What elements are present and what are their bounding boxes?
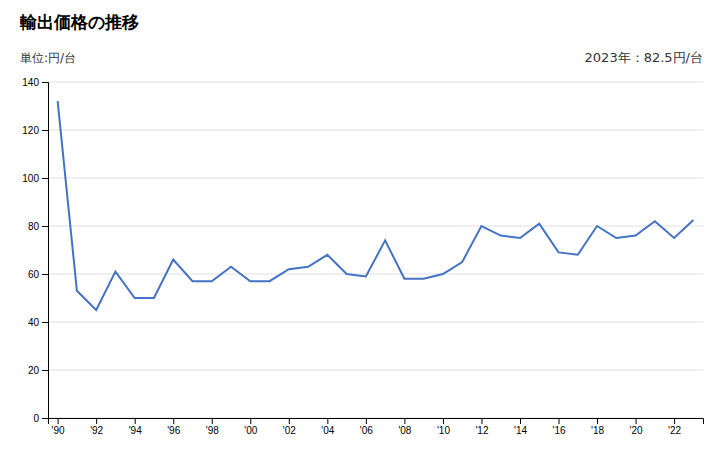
grid-line <box>48 370 703 371</box>
y-tick-mark <box>42 178 48 179</box>
line <box>58 101 694 310</box>
grid-line <box>48 130 703 131</box>
y-tick-mark <box>42 322 48 323</box>
x-axis-line <box>49 419 704 425</box>
y-tick-label: 60 <box>28 269 40 280</box>
x-tick-label: '02 <box>283 425 296 436</box>
x-tick-mark <box>96 418 97 424</box>
x-tick-label: '18 <box>591 425 604 436</box>
y-tick: 120 <box>22 125 48 136</box>
x-tick: '02 <box>283 418 296 436</box>
y-tick-mark <box>42 226 48 227</box>
y-tick-mark <box>42 370 48 371</box>
chart-svg: 020406080100120140'90'92'94'96'98'00'02'… <box>0 0 728 450</box>
x-tick-mark <box>520 418 521 424</box>
x-tick-label: '04 <box>321 425 334 436</box>
y-tick-mark <box>42 82 48 83</box>
x-tick: '06 <box>360 418 373 436</box>
grid-line <box>48 322 703 323</box>
x-tick: '20 <box>630 418 643 436</box>
grid-line <box>48 226 703 227</box>
y-axis: 0 20 40 60 80 100 120 140 <box>22 77 48 424</box>
x-tick: '92 <box>90 418 103 436</box>
y-tick-label: 20 <box>28 365 40 376</box>
y-tick: 100 <box>22 173 48 184</box>
x-tick: '22 <box>668 418 681 436</box>
x-tick-label: '92 <box>90 425 103 436</box>
y-axis-label: 単位:円/台 <box>20 51 76 65</box>
x-tick-mark <box>58 418 59 424</box>
y-tick: 60 <box>28 269 48 280</box>
x-tick: '04 <box>321 418 334 436</box>
y-tick-mark <box>42 418 48 419</box>
x-tick-mark <box>366 418 367 424</box>
x-tick-label: '00 <box>244 425 257 436</box>
y-tick-label: 80 <box>28 221 40 232</box>
x-tick: '14 <box>514 418 527 436</box>
x-tick-label: '16 <box>552 425 565 436</box>
x-tick-mark <box>212 418 213 424</box>
x-tick-mark <box>173 418 174 424</box>
x-tick-label: '96 <box>167 425 180 436</box>
y-tick: 140 <box>22 77 48 88</box>
x-tick-label: '08 <box>398 425 411 436</box>
x-axis: '90 '92 '94 '96 '98 '00 '02 '04 '06 '08 '10 '12 '14 '… <box>49 418 704 436</box>
title: 輸出価格の推移 <box>19 12 139 32</box>
x-tick-mark <box>404 418 405 424</box>
grid-line <box>48 82 703 83</box>
x-tick-label: '98 <box>206 425 219 436</box>
x-tick: '10 <box>437 418 450 436</box>
x-tick-label: '20 <box>630 425 643 436</box>
x-tick-label: '10 <box>437 425 450 436</box>
x-tick-mark <box>597 418 598 424</box>
x-tick: '00 <box>244 418 257 436</box>
plot-area: 020406080100120140'90'92'94'96'98'00'02'… <box>22 77 703 436</box>
y-tick: 0 <box>33 413 48 424</box>
x-tick-mark <box>559 418 560 424</box>
x-tick-mark <box>674 418 675 424</box>
y-tick: 40 <box>28 317 48 328</box>
y-tick-label: 40 <box>28 317 40 328</box>
grid <box>48 82 703 418</box>
y-tick-label: 120 <box>22 125 39 136</box>
x-tick: '16 <box>552 418 565 436</box>
x-tick: '94 <box>129 418 142 436</box>
x-tick: '18 <box>591 418 604 436</box>
y-tick-label: 100 <box>22 173 39 184</box>
y-tick-mark <box>42 274 48 275</box>
x-tick-mark <box>289 418 290 424</box>
x-tick-label: '06 <box>360 425 373 436</box>
x-tick-mark <box>135 418 136 424</box>
y-axis-line <box>42 83 49 419</box>
x-tick-mark <box>636 418 637 424</box>
y-tick-label: 0 <box>33 413 39 424</box>
y-tick: 20 <box>28 365 48 376</box>
y-tick: 80 <box>28 221 48 232</box>
x-tick-label: '90 <box>52 425 65 436</box>
marks <box>58 101 694 310</box>
x-tick: '12 <box>475 418 488 436</box>
x-tick-mark <box>327 418 328 424</box>
y-tick-label: 140 <box>22 77 39 88</box>
x-tick-label: '14 <box>514 425 527 436</box>
grid-line <box>48 178 703 179</box>
x-tick-mark <box>481 418 482 424</box>
grid-line <box>48 274 703 275</box>
x-tick-mark <box>443 418 444 424</box>
x-tick-mark <box>250 418 251 424</box>
x-tick: '08 <box>398 418 411 436</box>
x-tick-label: '22 <box>668 425 681 436</box>
x-tick-label: '12 <box>475 425 488 436</box>
x-tick: '90 <box>52 418 65 436</box>
y-tick-mark <box>42 130 48 131</box>
x-tick: '98 <box>206 418 219 436</box>
annotation: 2023年：82.5円/台 <box>585 50 703 65</box>
x-tick-label: '94 <box>129 425 142 436</box>
x-tick: '96 <box>167 418 180 436</box>
